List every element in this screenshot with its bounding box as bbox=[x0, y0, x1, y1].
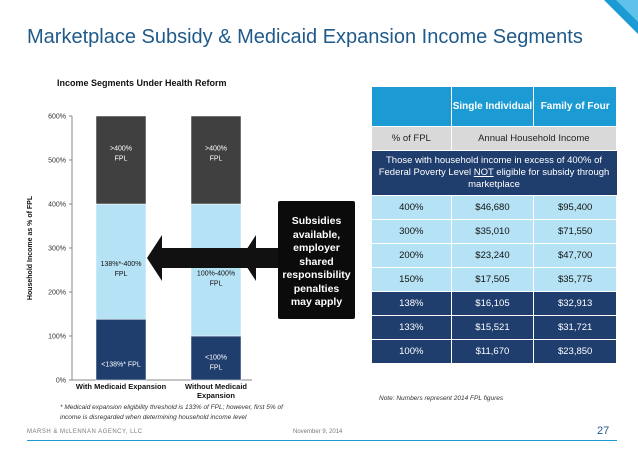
callout-line: responsibility bbox=[282, 269, 351, 281]
callout-line: employer bbox=[293, 242, 340, 254]
single-cell: $35,010 bbox=[450, 219, 535, 244]
fpl-cell: 200% bbox=[371, 243, 452, 268]
single-cell: $11,670 bbox=[450, 339, 535, 364]
segment-label-line: FPL bbox=[210, 281, 223, 288]
callout-line: available, bbox=[292, 228, 341, 241]
segment-label-line: FPL bbox=[210, 156, 223, 163]
footer-date: November 9, 2014 bbox=[293, 429, 343, 435]
fpl-cell: 150% bbox=[371, 267, 452, 292]
footer-organization: MARSH & McLENNAN AGENCY, LLC bbox=[27, 429, 143, 435]
fpl-cell: 138% bbox=[371, 291, 452, 316]
y-tick-label: 200% bbox=[48, 290, 66, 297]
segment-label: >400% FPL bbox=[205, 146, 227, 163]
family-cell: $31,721 bbox=[533, 315, 617, 340]
table-row: 100% $11,670 $23,850 bbox=[371, 339, 617, 364]
family-cell: $71,550 bbox=[533, 219, 617, 244]
segment-label-line: FPL bbox=[210, 365, 223, 372]
slide-title: Marketplace Subsidy & Medicaid Expansion… bbox=[27, 26, 583, 48]
arrow-left-icon bbox=[241, 235, 278, 281]
y-tick-label: 500% bbox=[48, 158, 66, 165]
category-label-line: Without Medicaid bbox=[185, 382, 247, 391]
y-tick-label: 100% bbox=[48, 334, 66, 341]
table-row: 138% $16,105 $32,913 bbox=[371, 291, 617, 316]
family-cell: $47,700 bbox=[533, 243, 617, 268]
segment-label-line: 100%-400% bbox=[197, 271, 235, 278]
table-row: 400% $46,680 $95,400 bbox=[371, 195, 617, 220]
callout-line: Subsidies bbox=[291, 215, 342, 227]
family-cell: $32,913 bbox=[533, 291, 617, 316]
segment-label-line: >400% bbox=[110, 146, 132, 153]
segment-label-line: 138%*-400% bbox=[101, 261, 142, 268]
fpl-cell: 300% bbox=[371, 219, 452, 244]
y-tick-label: 0% bbox=[56, 378, 66, 385]
category-label: Without Medicaid Expansion bbox=[185, 382, 247, 400]
note-emphasis: NOT bbox=[473, 167, 494, 178]
y-tick-label: 600% bbox=[48, 114, 66, 121]
footnote: * Medicaid expansion eligibility thresho… bbox=[60, 404, 283, 421]
fpl-cell: 400% bbox=[371, 195, 452, 220]
segment-label: <138%* FPL bbox=[101, 362, 141, 369]
single-cell: $46,680 bbox=[450, 195, 535, 220]
single-cell: $23,240 bbox=[450, 243, 535, 268]
bar-segment bbox=[95, 115, 147, 205]
table-row: 300% $35,010 $71,550 bbox=[371, 219, 617, 244]
segment-label-line: <138%* FPL bbox=[101, 362, 141, 369]
table-header-row: Single Individual Family of Four bbox=[371, 86, 617, 127]
table-note: Note: Numbers represent 2014 FPL figures bbox=[379, 395, 504, 402]
bar-segment bbox=[190, 203, 242, 337]
segment-label: <100% FPL bbox=[205, 355, 227, 372]
category-label: With Medicaid Expansion bbox=[76, 382, 167, 391]
header-cell-family: Family of Four bbox=[533, 86, 617, 127]
segment-label: >400% FPL bbox=[110, 146, 132, 163]
bar-segment bbox=[95, 319, 147, 381]
note-prefix: Those with household income in excess of… bbox=[378, 155, 602, 178]
corner-decoration bbox=[604, 0, 638, 34]
subheader-fpl: % of FPL bbox=[371, 126, 452, 151]
segment-label-line: FPL bbox=[115, 271, 128, 278]
single-cell: $16,105 bbox=[450, 291, 535, 316]
arrow-left-icon bbox=[147, 235, 278, 281]
bar-segment bbox=[190, 115, 242, 205]
y-tick-label: 400% bbox=[48, 202, 66, 209]
category-label-line: Expansion bbox=[197, 391, 235, 400]
y-axis-label: Household Income as % of FPL bbox=[27, 195, 34, 300]
y-tick-label: 300% bbox=[48, 246, 66, 253]
single-cell: $17,505 bbox=[450, 267, 535, 292]
fpl-cell: 133% bbox=[371, 315, 452, 340]
note-cell: Those with household income in excess of… bbox=[371, 150, 617, 196]
segment-label: 138%*-400% FPL bbox=[101, 261, 142, 278]
fpl-cell: 100% bbox=[371, 339, 452, 364]
subheader-income: Annual Household Income bbox=[450, 126, 618, 151]
single-cell: $15,521 bbox=[450, 315, 535, 340]
callout-line: may apply bbox=[290, 296, 343, 308]
family-cell: $23,850 bbox=[533, 339, 617, 364]
chart-title: Income Segments Under Health Reform bbox=[57, 78, 227, 88]
table-row: 200% $23,240 $47,700 bbox=[371, 243, 617, 268]
page-number: 27 bbox=[597, 425, 610, 437]
table-row: 150% $17,505 $35,775 bbox=[371, 267, 617, 292]
table-row: 133% $15,521 $31,721 bbox=[371, 315, 617, 340]
header-cell-single: Single Individual bbox=[450, 86, 535, 127]
table-subheader-row: % of FPL Annual Household Income bbox=[371, 126, 618, 151]
bar-segment bbox=[95, 203, 147, 320]
note-suffix: eligible for subsidy through marketplace bbox=[468, 167, 610, 190]
subsidies-callout: Subsidies available, employer shared res… bbox=[278, 201, 355, 319]
table-note-row: Those with household income in excess of… bbox=[371, 150, 617, 196]
segment-label-line: <100% bbox=[205, 355, 227, 362]
category-label-line: With Medicaid Expansion bbox=[76, 382, 167, 391]
footer-divider bbox=[27, 440, 617, 441]
bar-segment bbox=[190, 335, 242, 381]
segment-label-line: FPL bbox=[115, 156, 128, 163]
header-cell-blank bbox=[371, 86, 452, 127]
family-cell: $35,775 bbox=[533, 267, 617, 292]
segment-label-line: >400% bbox=[205, 146, 227, 153]
callout-line: shared bbox=[299, 255, 334, 268]
callout-line: penalties bbox=[293, 282, 340, 295]
family-cell: $95,400 bbox=[533, 195, 617, 220]
fpl-income-table: Single Individual Family of Four % of FP… bbox=[371, 86, 618, 364]
segment-label: 100%-400% FPL bbox=[197, 271, 235, 288]
